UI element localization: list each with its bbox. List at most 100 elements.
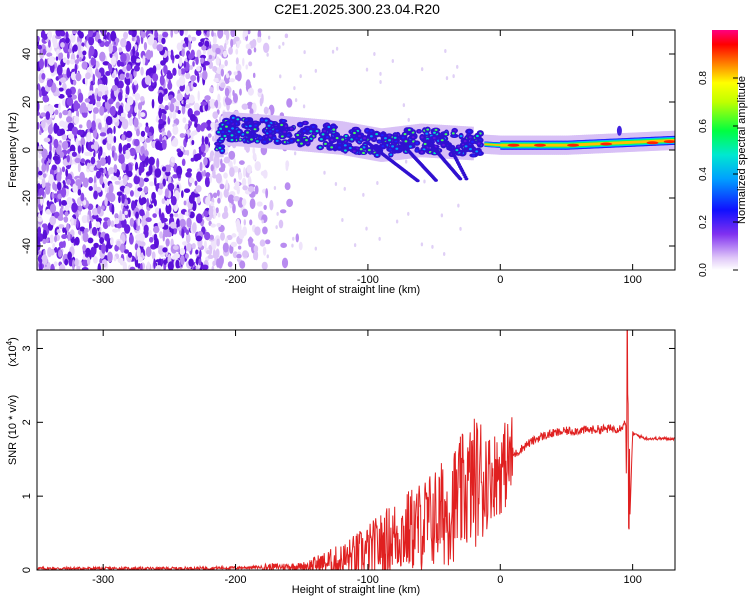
noise-blob: [129, 266, 136, 270]
y-tick-label: 0: [21, 567, 33, 573]
signal-line: [616, 141, 619, 145]
noise-blob: [341, 218, 344, 223]
noise-blob: [222, 50, 228, 58]
noise-blob: [195, 66, 201, 72]
noise-blob: [119, 73, 125, 81]
noise-blob: [186, 217, 192, 228]
noise-blob: [92, 73, 96, 84]
noise-blob: [74, 236, 80, 246]
noise-blob: [295, 233, 300, 243]
noise-blob: [456, 64, 459, 69]
noise-blob: [137, 102, 143, 111]
noise-blob: [111, 84, 118, 92]
noise-blob: [88, 176, 94, 184]
noise-blob: [121, 213, 126, 221]
noise-blob: [163, 259, 168, 265]
noise-blob: [38, 187, 45, 199]
signal-blob-core: [463, 140, 467, 143]
noise-blob: [241, 177, 247, 187]
noise-blob: [54, 197, 57, 204]
noise-blob: [233, 157, 236, 165]
noise-blob: [113, 256, 117, 262]
noise-blob: [97, 38, 102, 44]
noise-blob: [114, 37, 120, 44]
signal-blob-core: [387, 134, 391, 137]
signal-line: [611, 141, 614, 145]
noise-blob: [103, 168, 107, 175]
signal-line: [554, 143, 557, 147]
noise-blob: [87, 237, 94, 244]
signal-blob-core: [477, 142, 481, 145]
signal-blob-core: [311, 125, 315, 128]
noise-blob: [227, 261, 233, 268]
signal-blob-core: [231, 116, 235, 119]
noise-blob: [112, 228, 119, 233]
noise-blob: [50, 263, 55, 270]
signal-line: [643, 140, 646, 144]
spectrogram-x-axis: -300 -200 -100 0 100: [92, 30, 642, 286]
noise-blob: [230, 38, 234, 48]
noise-blob: [119, 260, 125, 266]
noise-blob: [182, 117, 187, 124]
noise-blob: [177, 226, 182, 231]
noise-blob: [86, 119, 92, 130]
signal-line: [659, 139, 662, 143]
noise-blob: [195, 213, 203, 224]
signal-line: [584, 142, 588, 146]
noise-blob: [120, 37, 127, 48]
spectrogram-x-label: Height of straight line (km): [292, 284, 420, 296]
noise-blob: [281, 257, 289, 269]
noise-blob: [331, 49, 335, 54]
noise-blob: [123, 150, 126, 155]
signal-blob-core: [384, 137, 387, 140]
noise-blob: [118, 176, 122, 181]
noise-blob: [149, 181, 155, 187]
colorbar-ticks: 0.0 0.2 0.4 0.6 0.8: [698, 71, 738, 277]
noise-blob: [104, 94, 108, 103]
noise-blob: [45, 44, 52, 53]
noise-blob: [67, 133, 75, 140]
noise-blob: [65, 116, 73, 123]
noise-blob: [233, 195, 240, 202]
signal-blob-core: [409, 145, 412, 148]
noise-blob: [110, 30, 117, 42]
noise-blob: [45, 184, 51, 195]
noise-blob: [452, 74, 455, 79]
noise-blob: [210, 164, 214, 172]
noise-blob: [118, 47, 123, 53]
signal-line: [493, 143, 496, 146]
noise-blob: [182, 43, 187, 48]
signal-line: [594, 142, 597, 146]
signal-line: [595, 142, 598, 146]
signal-blob-core: [219, 127, 223, 130]
noise-blob: [77, 145, 82, 154]
signal-blob-core: [225, 125, 228, 128]
noise-blob: [102, 151, 106, 159]
signal-blob-core: [226, 122, 230, 125]
noise-blob: [167, 130, 171, 138]
signal-line: [622, 141, 625, 145]
noise-blob: [170, 195, 177, 206]
noise-blob: [161, 166, 167, 172]
noise-blob: [262, 226, 268, 235]
noise-blob: [37, 44, 43, 50]
noise-blob: [69, 58, 75, 65]
noise-blob: [247, 186, 255, 193]
noise-blob: [140, 31, 146, 39]
noise-blob: [81, 61, 88, 70]
noise-blob: [78, 124, 83, 129]
noise-blob: [77, 30, 82, 36]
noise-blob: [102, 85, 109, 91]
noise-blob: [111, 45, 118, 53]
noise-blob: [81, 144, 84, 154]
signal-blob-core: [321, 133, 325, 136]
noise-blob: [62, 57, 67, 63]
noise-blob: [90, 57, 97, 66]
signal-blob-core: [280, 135, 284, 138]
noise-blob: [169, 213, 174, 218]
noise-blob: [235, 57, 239, 66]
signal-line: [587, 142, 590, 146]
noise-blob: [284, 182, 291, 191]
noise-blob: [196, 49, 202, 59]
noise-blob: [134, 105, 138, 114]
